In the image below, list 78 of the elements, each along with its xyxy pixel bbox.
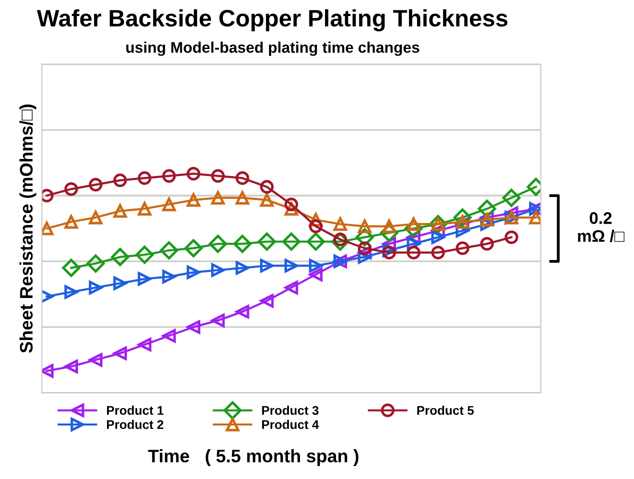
point xyxy=(236,171,250,185)
point xyxy=(111,248,130,266)
point xyxy=(186,320,200,334)
point xyxy=(431,230,445,244)
legend-label: Product 2 xyxy=(106,420,164,430)
legend-label: Product 4 xyxy=(262,420,319,430)
point xyxy=(211,314,225,328)
point xyxy=(284,198,298,212)
point xyxy=(138,171,152,185)
point xyxy=(308,219,323,234)
point xyxy=(186,193,200,207)
point xyxy=(64,215,78,229)
point xyxy=(284,280,298,294)
text: 0.2 mΩ /□ xyxy=(578,212,624,242)
chart-title: Wafer Backside Copper Plating Thickness xyxy=(36,9,508,32)
point xyxy=(88,210,102,224)
point xyxy=(208,234,228,253)
point xyxy=(42,290,54,304)
point xyxy=(260,180,274,194)
point xyxy=(308,268,323,282)
point xyxy=(502,188,521,207)
legend-label: Product 3 xyxy=(262,406,318,415)
point xyxy=(236,191,250,205)
point xyxy=(86,254,105,273)
point xyxy=(42,188,54,202)
point xyxy=(284,258,298,273)
point xyxy=(236,304,250,319)
point xyxy=(42,364,54,378)
point xyxy=(138,338,152,352)
x-axis-title: Time ( 5.5 month span ) xyxy=(148,449,358,466)
point xyxy=(211,191,225,205)
point xyxy=(186,265,200,280)
point xyxy=(431,246,445,260)
point xyxy=(258,232,276,251)
point xyxy=(88,280,102,294)
point xyxy=(480,212,494,227)
point xyxy=(260,258,274,273)
point xyxy=(138,202,152,216)
point xyxy=(480,237,494,251)
point xyxy=(504,230,518,244)
point xyxy=(138,272,152,286)
point xyxy=(42,222,54,236)
point xyxy=(162,270,176,284)
point xyxy=(333,217,348,231)
point xyxy=(162,329,176,343)
point xyxy=(184,239,203,258)
point xyxy=(113,346,127,360)
point xyxy=(282,232,300,251)
legend-label: Product 1 xyxy=(106,406,164,415)
point xyxy=(308,258,323,273)
point xyxy=(211,263,225,277)
point xyxy=(88,178,102,192)
point xyxy=(236,261,250,275)
point xyxy=(456,241,470,256)
point xyxy=(260,193,274,207)
point xyxy=(162,198,176,212)
point xyxy=(113,204,127,218)
point xyxy=(135,246,154,264)
y-axis-title: Sheet Resistance (mOhms/□) xyxy=(19,104,36,353)
point xyxy=(64,285,78,299)
point xyxy=(211,169,225,183)
point xyxy=(113,276,127,290)
point xyxy=(162,169,176,183)
point xyxy=(160,241,178,260)
point xyxy=(62,258,80,278)
point xyxy=(358,241,372,256)
point xyxy=(113,173,127,188)
point xyxy=(186,166,200,181)
point xyxy=(358,219,372,234)
point xyxy=(64,360,78,374)
point xyxy=(306,232,325,251)
point xyxy=(233,234,252,253)
legend-label: Product 5 xyxy=(417,406,474,415)
point xyxy=(260,294,274,308)
point xyxy=(88,353,102,367)
point xyxy=(406,246,420,260)
point xyxy=(64,182,78,196)
chart-subtitle: using Model-based plating time changes xyxy=(126,42,420,56)
